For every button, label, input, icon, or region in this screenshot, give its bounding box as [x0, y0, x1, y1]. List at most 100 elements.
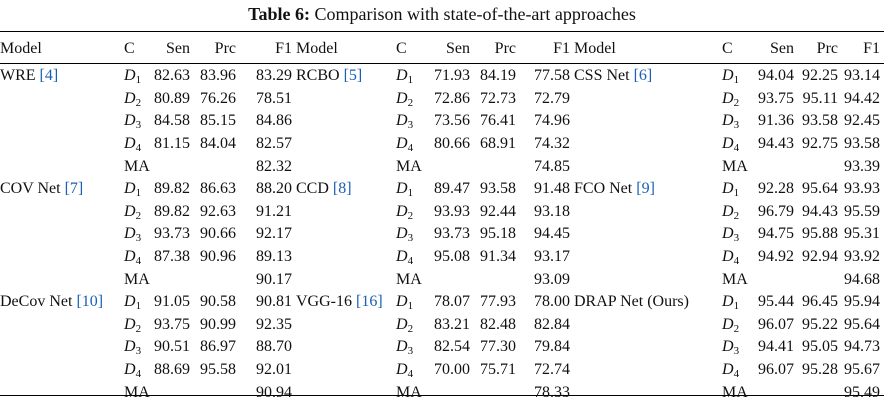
prc-value: 76.26	[200, 89, 236, 107]
citation-link[interactable]: [16]	[356, 293, 383, 311]
citation-link[interactable]: [4]	[39, 67, 59, 85]
bottom-rule	[0, 395, 884, 396]
dataset-cell: D3	[124, 225, 142, 245]
prc-empty	[192, 268, 238, 291]
prc-empty	[796, 268, 840, 291]
prc-value: 92.63	[200, 202, 236, 220]
citation-link[interactable]: [5]	[343, 67, 363, 85]
dataset-cell: D1	[124, 180, 142, 200]
dataset-cell: D3	[396, 338, 414, 358]
table-body: WRE [4] D1 82.63 83.96 83.29 RCBO [5] D1 71.93 8…	[0, 62, 884, 404]
model-name-cell: CCD [8]	[296, 178, 396, 201]
ma-label: MA	[124, 270, 150, 288]
prc-empty	[472, 155, 518, 178]
table-row: D2 93.75 90.99 92.35 D2 83.21 82.48 82.84 D2 96.0…	[0, 314, 884, 337]
citation-link[interactable]: [9]	[636, 180, 655, 198]
model-name: RCBO	[296, 67, 340, 85]
dataset-cell: D4	[124, 135, 142, 155]
dataset-cell: D2	[722, 89, 740, 109]
prc-value: 75.71	[480, 361, 516, 379]
prc-value: 95.64	[802, 180, 838, 198]
model-name-cell: RCBO [5]	[296, 62, 396, 88]
f1-value: 93.58	[844, 135, 880, 153]
model-name-cell: COV Net [7]	[0, 178, 124, 201]
table-caption: Table 6: Comparison with state-of-the-ar…	[0, 3, 884, 25]
sen-empty	[752, 268, 796, 291]
dataset-cell: D3	[722, 112, 740, 132]
header-c: C	[396, 40, 407, 57]
f1-value: 83.29	[256, 67, 292, 85]
sen-empty	[752, 381, 796, 404]
citation-link[interactable]: [6]	[633, 67, 653, 85]
model-name-cell	[296, 359, 396, 382]
sen-value: 90.51	[154, 338, 190, 356]
sen-value: 82.54	[434, 338, 470, 356]
sen-value: 89.82	[154, 180, 190, 198]
sen-value: 95.08	[434, 248, 470, 266]
citation-link[interactable]: [8]	[332, 180, 352, 198]
dataset-cell: D2	[124, 89, 142, 109]
model-name-cell	[296, 201, 396, 224]
prc-value: 82.48	[480, 315, 516, 333]
dataset-cell: D1	[722, 293, 740, 313]
header-prc: Prc	[816, 40, 838, 57]
model-name-cell	[574, 359, 722, 382]
f1-value: 93.93	[844, 180, 880, 198]
f1-value: 77.58	[534, 67, 570, 85]
prc-value: 95.88	[802, 225, 838, 243]
citation-link[interactable]: [7]	[64, 180, 84, 198]
dataset-cell: D3	[396, 225, 414, 245]
dataset-cell: D3	[722, 225, 740, 245]
f1-value: 72.79	[534, 89, 570, 107]
sen-value: 94.43	[758, 135, 794, 153]
f1-value: 88.20	[256, 180, 292, 198]
f1-value: 78.51	[256, 89, 292, 107]
model-name-cell	[296, 268, 396, 291]
ma-f1-value: 90.94	[256, 383, 292, 401]
f1-value: 90.81	[256, 293, 292, 311]
table-caption-text: Comparison with state-of-the-art approac…	[314, 4, 636, 24]
f1-value: 72.74	[534, 361, 570, 379]
model-name: WRE	[0, 67, 36, 85]
sen-value: 70.00	[434, 361, 470, 379]
sen-value: 93.73	[154, 225, 190, 243]
header-prc: Prc	[494, 40, 516, 57]
dataset-cell: D4	[722, 135, 740, 155]
f1-value: 89.13	[256, 248, 292, 266]
sen-value: 81.15	[154, 135, 190, 153]
table-row: DeCov Net [10] D1 91.05 90.58 90.81 VGG-16 [1…	[0, 291, 884, 314]
sen-value: 91.36	[758, 112, 794, 130]
dataset-cell: D4	[722, 361, 740, 381]
f1-value: 88.70	[256, 338, 292, 356]
model-name-cell	[0, 314, 124, 337]
model-name: FCO Net	[574, 180, 633, 198]
sen-value: 93.73	[434, 225, 470, 243]
model-name-cell	[0, 359, 124, 382]
dataset-cell: D2	[124, 202, 142, 222]
model-name-cell: FCO Net [9]	[574, 178, 722, 201]
header-f1: F1	[863, 40, 880, 57]
table-row: COV Net [7] D1 89.82 86.63 88.20 CCD [8] D1 89.…	[0, 178, 884, 201]
sen-value: 94.04	[758, 67, 794, 85]
table-row: D2 80.89 76.26 78.51 D2 72.86 72.73 72.79 D2 93.7…	[0, 88, 884, 111]
dataset-cell: D2	[124, 315, 142, 335]
model-name-cell	[574, 223, 722, 246]
sen-value: 73.56	[434, 112, 470, 130]
prc-value: 91.34	[480, 248, 516, 266]
model-name-cell	[296, 336, 396, 359]
model-name-cell	[0, 336, 124, 359]
ma-f1-value: 95.49	[844, 383, 880, 401]
citation-link[interactable]: [10]	[76, 293, 104, 311]
model-name-cell	[0, 246, 124, 269]
prc-value: 90.99	[200, 315, 236, 333]
model-name-cell	[574, 268, 722, 291]
f1-value: 91.21	[256, 202, 292, 220]
ma-f1-value: 94.68	[844, 270, 880, 288]
model-name: COV Net	[0, 180, 61, 198]
prc-value: 92.44	[480, 202, 516, 220]
model-name-cell	[296, 381, 396, 404]
ma-f1-value: 93.09	[534, 270, 570, 288]
f1-value: 95.31	[844, 225, 880, 243]
sen-value: 94.92	[758, 248, 794, 266]
ma-f1-value: 78.33	[534, 383, 570, 401]
